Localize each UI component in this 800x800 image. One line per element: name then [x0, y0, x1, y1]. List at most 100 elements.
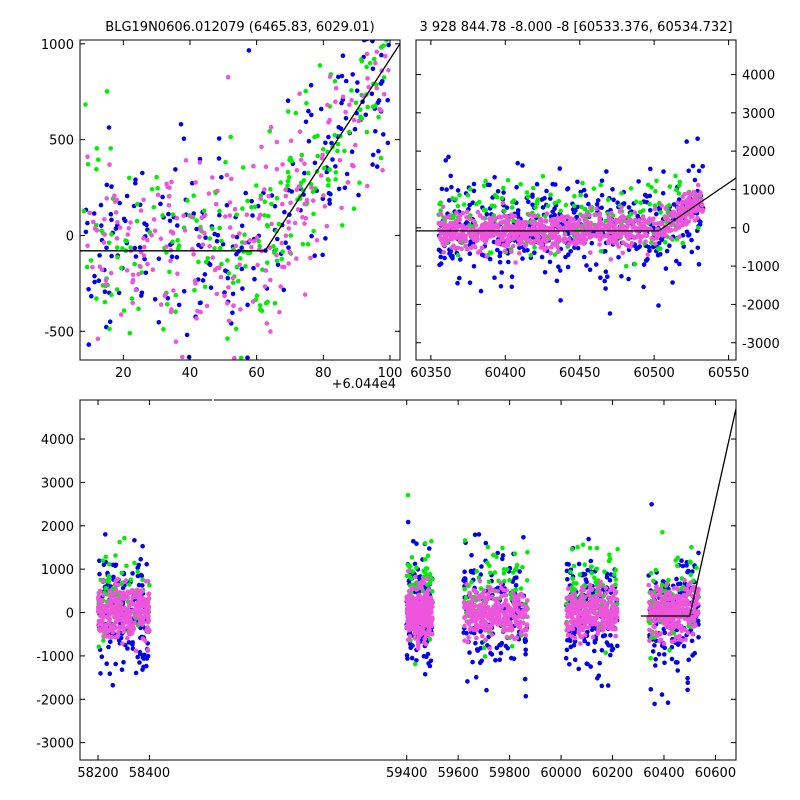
- data-point: [587, 582, 593, 588]
- data-point: [572, 657, 578, 662]
- data-point: [523, 651, 528, 657]
- data-point: [550, 209, 555, 215]
- data-point: [250, 213, 255, 218]
- data-point: [548, 232, 553, 238]
- data-point: [689, 237, 694, 243]
- data-point: [656, 604, 662, 609]
- data-point: [594, 601, 599, 607]
- x-tick-label: 20: [115, 366, 132, 381]
- data-point: [583, 624, 588, 630]
- data-point: [323, 236, 328, 241]
- data-point: [266, 213, 271, 219]
- data-point: [483, 540, 489, 546]
- data-point: [163, 375, 168, 380]
- data-point: [696, 635, 701, 640]
- data-point: [181, 213, 186, 218]
- data-point: [438, 211, 444, 217]
- data-point: [459, 235, 465, 241]
- data-point: [126, 226, 132, 231]
- data-point: [606, 234, 612, 240]
- data-point: [164, 181, 169, 187]
- data-point: [689, 638, 695, 644]
- data-point: [325, 102, 330, 108]
- data-point: [572, 193, 577, 199]
- data-point: [170, 212, 176, 217]
- data-point: [565, 603, 571, 608]
- data-point: [422, 630, 428, 636]
- data-point: [252, 204, 258, 210]
- data-point: [416, 631, 421, 636]
- data-point: [626, 205, 632, 210]
- data-point: [377, 8, 382, 13]
- data-point: [102, 627, 107, 633]
- data-point: [114, 236, 120, 241]
- data-point: [473, 590, 479, 595]
- data-point: [166, 211, 171, 217]
- data-point: [107, 613, 112, 618]
- data-point: [453, 235, 459, 241]
- data-point: [169, 254, 175, 259]
- data-point: [233, 243, 239, 249]
- data-point: [242, 240, 248, 246]
- data-point: [503, 593, 509, 598]
- data-point: [99, 228, 104, 233]
- data-point: [602, 633, 608, 638]
- data-point: [329, 140, 334, 146]
- data-point: [326, 190, 332, 196]
- data-point: [167, 185, 172, 190]
- data-point: [245, 302, 250, 308]
- data-point: [198, 309, 203, 315]
- data-point: [545, 203, 551, 209]
- data-point: [249, 198, 254, 204]
- data-point: [525, 248, 530, 253]
- data-point: [333, 164, 338, 169]
- data-point: [526, 199, 531, 205]
- data-point: [457, 213, 463, 218]
- data-point: [132, 620, 137, 626]
- data-point: [471, 237, 477, 243]
- data-point: [640, 234, 646, 239]
- data-point: [652, 598, 657, 604]
- data-point: [121, 596, 126, 601]
- data-point: [441, 250, 447, 255]
- data-point: [467, 590, 472, 596]
- data-point: [320, 152, 325, 158]
- data-point: [225, 301, 230, 306]
- data-point: [581, 600, 587, 606]
- data-point: [313, 186, 318, 191]
- data-point: [575, 623, 581, 628]
- data-point: [358, 107, 363, 112]
- data-point: [683, 594, 689, 600]
- data-point: [686, 190, 691, 196]
- data-point: [476, 532, 482, 537]
- data-point: [128, 220, 133, 225]
- data-point: [134, 201, 140, 207]
- data-point: [659, 231, 665, 237]
- data-point: [308, 83, 314, 88]
- data-point: [662, 645, 667, 651]
- data-point: [150, 267, 156, 273]
- panel-3-full-lightcurve: 58200 58400 59400 59600 59800 60000 60200 60400…: [36, 398, 737, 781]
- data-point: [579, 588, 584, 594]
- data-point: [460, 223, 466, 229]
- data-point: [427, 663, 433, 669]
- data-point: [86, 287, 91, 292]
- data-point: [250, 299, 256, 304]
- data-point: [320, 252, 326, 258]
- data-point: [133, 177, 138, 182]
- data-point: [137, 660, 142, 665]
- data-point: [583, 193, 589, 198]
- data-point: [137, 611, 142, 616]
- data-point: [222, 290, 227, 295]
- data-point: [695, 611, 701, 616]
- data-point: [410, 623, 416, 628]
- data-point: [184, 332, 190, 338]
- data-point: [595, 585, 601, 591]
- data-point: [589, 627, 595, 632]
- data-point: [107, 671, 113, 676]
- data-point: [499, 593, 505, 599]
- data-point: [659, 600, 665, 606]
- data-point: [101, 592, 106, 598]
- data-point: [523, 633, 528, 638]
- data-point: [647, 599, 652, 605]
